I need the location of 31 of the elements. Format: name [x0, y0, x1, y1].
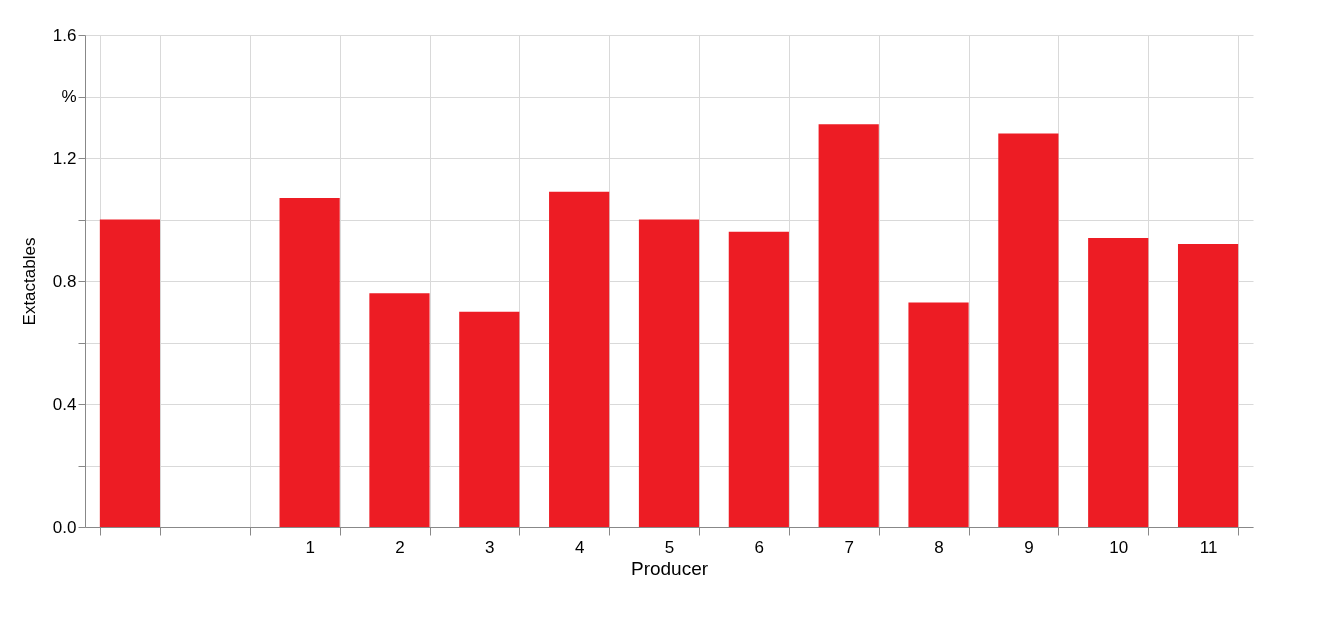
y-tick-label: 0.8 — [52, 271, 77, 291]
x-axis-title: Producer — [630, 557, 709, 579]
x-tick-label: 10 — [1109, 537, 1129, 557]
bar — [728, 231, 789, 527]
bar — [818, 124, 879, 527]
bar — [638, 219, 700, 527]
y-axis-title: Extactables — [19, 237, 39, 326]
bar — [1088, 237, 1149, 527]
bar — [908, 302, 969, 527]
x-tick-label: 2 — [395, 537, 405, 557]
y-tick-label: 1.2 — [52, 148, 77, 168]
x-tick-label: 11 — [1199, 537, 1218, 557]
x-tick-label: 9 — [1024, 537, 1034, 557]
x-tick-label: 3 — [485, 537, 495, 557]
x-tick-label: 7 — [844, 537, 854, 557]
bar — [549, 191, 610, 527]
y-tick-label: 0.0 — [52, 517, 77, 537]
bar — [279, 197, 340, 527]
x-tick-label: 1 — [305, 537, 315, 557]
x-tick-label: 4 — [574, 537, 585, 557]
bar — [369, 293, 430, 527]
bar — [998, 133, 1059, 527]
bar — [1177, 244, 1239, 527]
bar — [99, 219, 161, 527]
bar — [459, 311, 520, 527]
y-tick-label: 0.4 — [52, 394, 77, 414]
x-tick-label: 8 — [934, 537, 944, 557]
x-tick-label: 6 — [754, 537, 765, 557]
y-tick-label: 1.6 — [52, 25, 77, 45]
y-tick-label: % — [61, 87, 77, 106]
x-tick-label: 5 — [664, 537, 675, 557]
